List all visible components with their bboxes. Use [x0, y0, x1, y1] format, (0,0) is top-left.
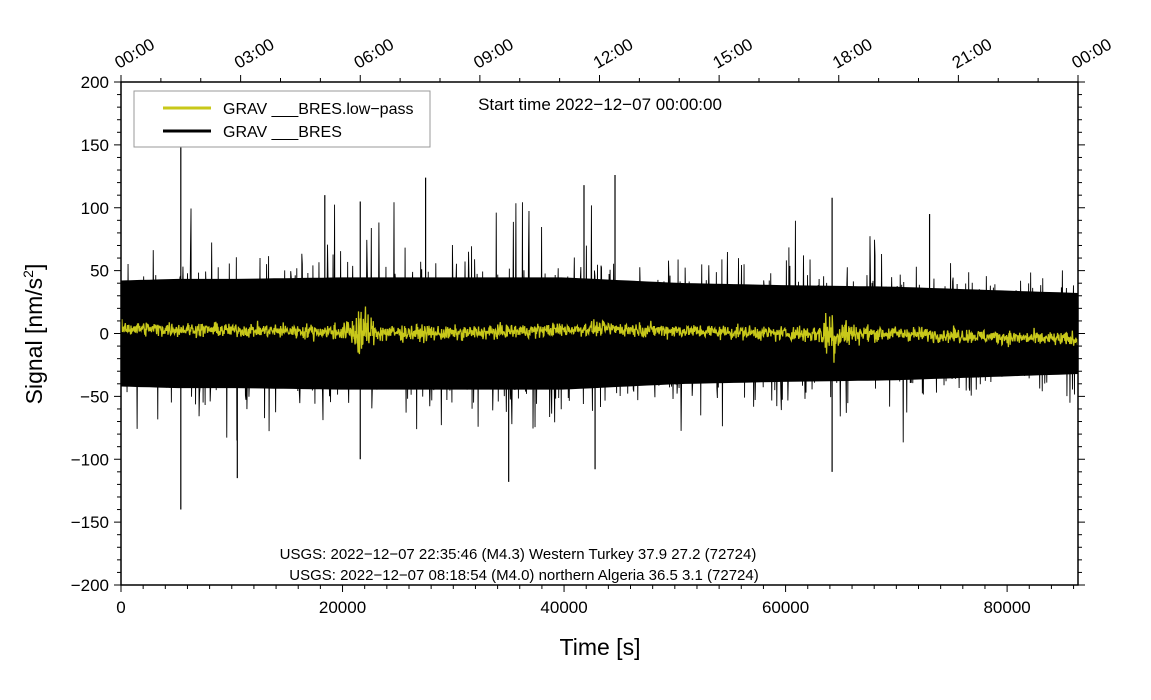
x-tick-label: 0: [116, 598, 125, 617]
x-tick-label: 40000: [540, 598, 587, 617]
top-time-label: 06:00: [351, 35, 397, 73]
plot-frame: [120, 81, 1079, 586]
top-time-label: 03:00: [231, 35, 277, 73]
legend-label-raw: GRAV ___BRES: [223, 124, 342, 141]
y-axis-title: Signal [nm/s2]: [20, 264, 47, 405]
x-tick-labels: 0 20000 40000 60000 80000: [116, 598, 1030, 617]
top-time-label: 21:00: [949, 35, 995, 73]
y-tick-label: 200: [81, 73, 109, 92]
top-time-label: 09:00: [470, 35, 516, 73]
y-tick-label: −100: [71, 450, 109, 469]
y-tick-label: −150: [71, 513, 109, 532]
x-tick-label: 80000: [983, 598, 1030, 617]
legend-label-lowpass: GRAV ___BRES.low−pass: [223, 101, 413, 118]
legend-box: [133, 90, 431, 148]
y-tick-label: −200: [71, 576, 109, 595]
top-time-label: 15:00: [710, 35, 756, 73]
lowpass-signal-trace: [121, 306, 1078, 363]
top-time-label: 18:00: [829, 35, 875, 73]
y-tick-label: 150: [81, 136, 109, 155]
series-grav-bres-lowpass: [121, 306, 1078, 363]
y-tick-label: 50: [90, 262, 109, 281]
x-tick-label: 60000: [762, 598, 809, 617]
start-time-label: Start time 2022−12−07 00:00:00: [478, 95, 722, 114]
legend: GRAV ___BRES.low−pass GRAV ___BRES: [133, 90, 431, 148]
top-time-label: 00:00: [1069, 35, 1115, 73]
top-time-label: 12:00: [590, 35, 636, 73]
series-grav-bres: [121, 147, 1078, 510]
x-tick-label: 20000: [319, 598, 366, 617]
y-tick-label: 100: [81, 199, 109, 218]
event-annotation-turkey: USGS: 2022−12−07 22:35:46 (M4.3) Western…: [280, 546, 757, 563]
y-tick-label: 0: [100, 325, 109, 344]
top-axis-time-labels: 00:00 03:00 06:00 09:00 12:00 15:00 18:00 21:00…: [112, 35, 1115, 73]
event-annotation-algeria: USGS: 2022−12−07 08:18:54 (M4.0) norther…: [289, 567, 758, 584]
y-tick-labels: 200 150 100 50 0 −50 −100 −150 −200: [71, 73, 109, 595]
x-axis-title: Time [s]: [560, 634, 641, 660]
top-time-label: 00:00: [112, 35, 158, 73]
y-tick-label: −50: [80, 387, 109, 406]
